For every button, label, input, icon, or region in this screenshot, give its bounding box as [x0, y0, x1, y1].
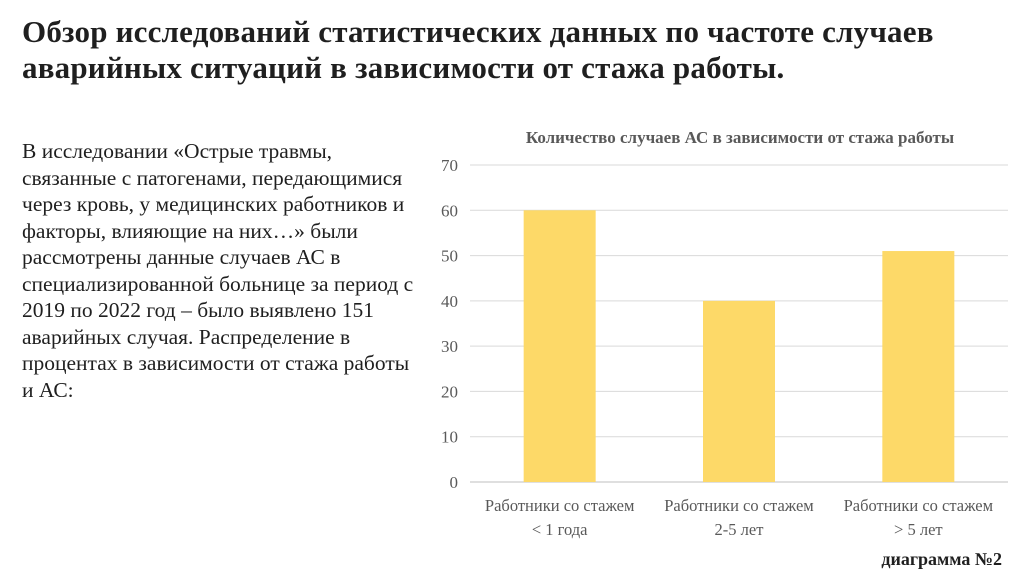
bar-chart-svg: Количество случаев АС в зависимости от с… [441, 128, 1008, 539]
y-tick-label: 10 [441, 428, 458, 447]
chart-bars [523, 210, 955, 482]
x-tick-label: Работники со стажем > 5 лет [844, 496, 994, 539]
bar [882, 251, 955, 482]
diagram-caption: диаграмма №2 [881, 549, 1002, 569]
x-tick-label: Работники со стажем < 1 года [485, 496, 635, 539]
bar-chart: Количество случаев АС в зависимости от с… [420, 118, 1020, 548]
y-tick-label: 60 [441, 201, 458, 220]
x-tick-label: Работники со стажем 2-5 лет [664, 496, 814, 539]
slide-title: Обзор исследований статистических данных… [22, 14, 934, 85]
y-tick-label: 50 [441, 247, 458, 266]
chart-x-axis: Работники со стажем < 1 года Работники со … [485, 496, 994, 539]
body-paragraph: В исследовании «Острые травмы, связанные… [22, 139, 414, 402]
y-tick-label: 0 [450, 473, 459, 492]
bar [703, 300, 775, 482]
y-tick-label: 70 [441, 156, 458, 175]
chart-y-axis: 0 10 20 30 40 50 60 70 [441, 156, 458, 492]
y-tick-label: 30 [441, 337, 458, 356]
chart-title: Количество случаев АС в зависимости от с… [526, 128, 954, 147]
y-tick-label: 20 [441, 382, 458, 401]
y-tick-label: 40 [441, 292, 458, 311]
bar [523, 210, 596, 482]
